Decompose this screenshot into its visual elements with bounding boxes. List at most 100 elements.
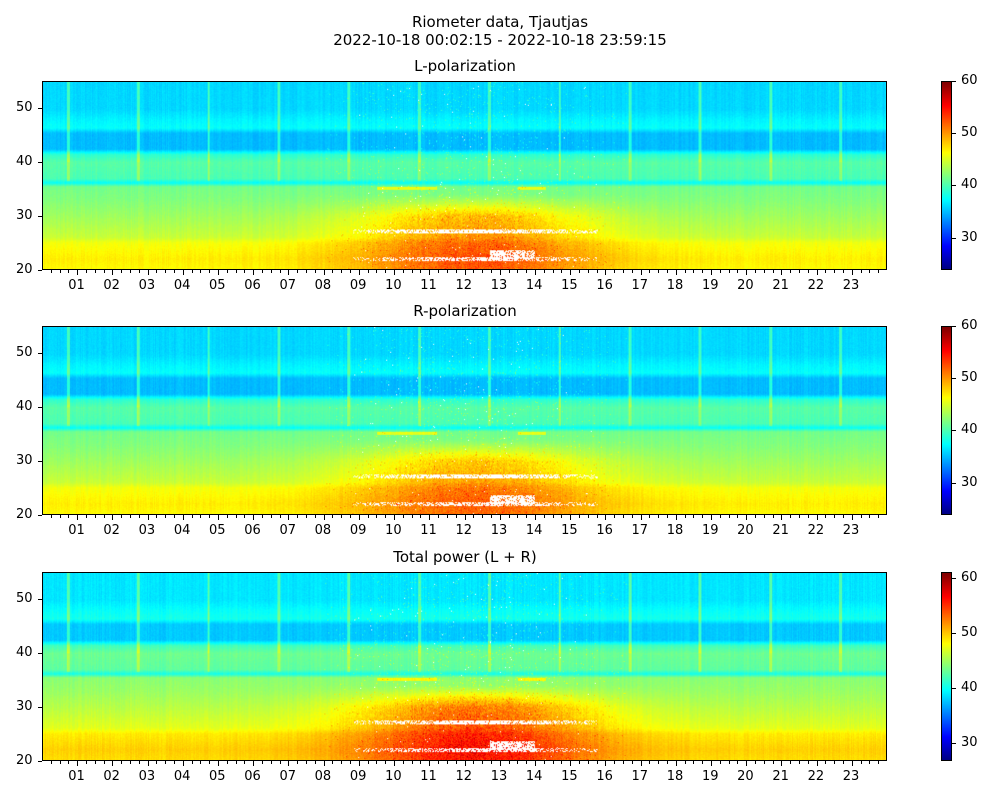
x-minor-tick [878,270,880,273]
x-minor-tick [385,761,387,764]
x-minor-tick [834,270,836,273]
x-tick-label: 21 [772,523,789,538]
x-major-tick [358,515,360,520]
x-minor-tick [402,270,404,273]
x-minor-tick [156,270,158,273]
x-tick-label: 01 [68,769,85,784]
x-tick-label: 23 [842,278,860,293]
x-minor-tick [772,515,774,518]
x-major-tick [499,270,501,275]
x-minor-tick [807,761,809,764]
x-major-tick [429,270,431,275]
x-major-tick [605,270,607,275]
x-major-tick [182,270,184,275]
x-minor-tick [878,761,880,764]
x-minor-tick [658,515,660,518]
y-tick-label: 30 [16,208,33,223]
y-tick-label: 40 [16,645,33,660]
x-minor-tick [578,270,580,273]
x-minor-tick [138,515,140,518]
x-major-tick [851,270,853,275]
x-minor-tick [490,761,492,764]
x-minor-tick [174,515,176,518]
x-minor-tick [860,270,862,273]
x-minor-tick [455,761,457,764]
x-minor-tick [860,761,862,764]
y-tick [38,461,42,462]
y-tick [38,653,42,654]
x-minor-tick [649,515,651,518]
x-tick-label: 02 [103,523,120,538]
x-minor-tick [411,270,413,273]
x-minor-tick [517,515,519,518]
x-minor-tick [411,515,413,518]
x-minor-tick [763,761,765,764]
x-minor-tick [209,515,211,518]
x-tick-label: 22 [807,769,825,784]
x-minor-tick [473,515,475,518]
x-tick-label: 13 [490,769,508,784]
x-minor-tick [684,270,686,273]
y-tick-label: 20 [16,753,33,768]
x-major-tick [253,761,255,766]
x-minor-tick [341,761,343,764]
colorbar-tick-label: 60 [961,570,978,586]
x-minor-tick [376,515,378,518]
x-minor-tick [842,270,844,273]
x-minor-tick [376,761,378,764]
x-tick-label: 10 [385,523,402,538]
heatmap-canvas [42,81,887,270]
colorbar-tick [952,687,956,689]
x-tick-label: 13 [490,523,508,538]
x-major-tick [534,270,536,275]
x-major-tick [218,515,220,520]
x-minor-tick [191,761,193,764]
x-tick-label: 20 [737,278,754,293]
x-minor-tick [420,270,422,273]
colorbar-tick [952,81,956,82]
x-minor-tick [86,270,87,273]
x-tick-label: 22 [807,278,825,293]
x-tick-label: 21 [772,769,789,784]
figure-title-line2: 2022-10-18 00:02:15 - 2022-10-18 23:59:1… [333,31,667,49]
colorbar-tick-label: 60 [961,73,978,88]
x-tick-label: 08 [314,523,332,538]
x-tick-label: 14 [525,278,543,293]
heatmap-canvas [42,572,887,761]
x-minor-tick [552,270,554,273]
x-minor-tick [790,515,792,518]
x-minor-tick [59,761,61,764]
panel-title: R-polarization [413,302,517,320]
x-major-tick [394,515,396,520]
x-tick-label: 06 [244,278,261,293]
x-tick-label: 02 [103,278,120,293]
x-minor-tick [244,761,246,764]
x-minor-tick [297,515,299,518]
colorbar-tick [952,742,956,744]
x-major-tick [323,270,325,275]
x-tick-label: 10 [385,769,402,784]
x-tick-label: 06 [244,523,261,538]
x-minor-tick [235,761,237,764]
y-tick [38,270,42,271]
x-minor-tick [235,270,237,273]
x-minor-tick [702,761,704,764]
x-minor-tick [209,270,211,273]
x-major-tick [218,270,220,275]
x-tick-label: 01 [68,278,85,293]
x-minor-tick [798,761,800,764]
x-tick-label: 23 [842,523,860,538]
y-tick-label: 30 [16,453,33,468]
x-minor-tick [402,761,404,764]
x-minor-tick [587,761,589,764]
x-minor-tick [543,270,545,273]
x-minor-tick [869,270,871,273]
x-tick-label: 12 [455,769,473,784]
x-minor-tick [869,515,871,518]
x-minor-tick [596,761,598,764]
x-tick-label: 15 [561,769,578,784]
x-minor-tick [482,270,484,273]
x-minor-tick [878,515,880,518]
x-minor-tick [367,270,369,273]
x-minor-tick [314,270,316,273]
